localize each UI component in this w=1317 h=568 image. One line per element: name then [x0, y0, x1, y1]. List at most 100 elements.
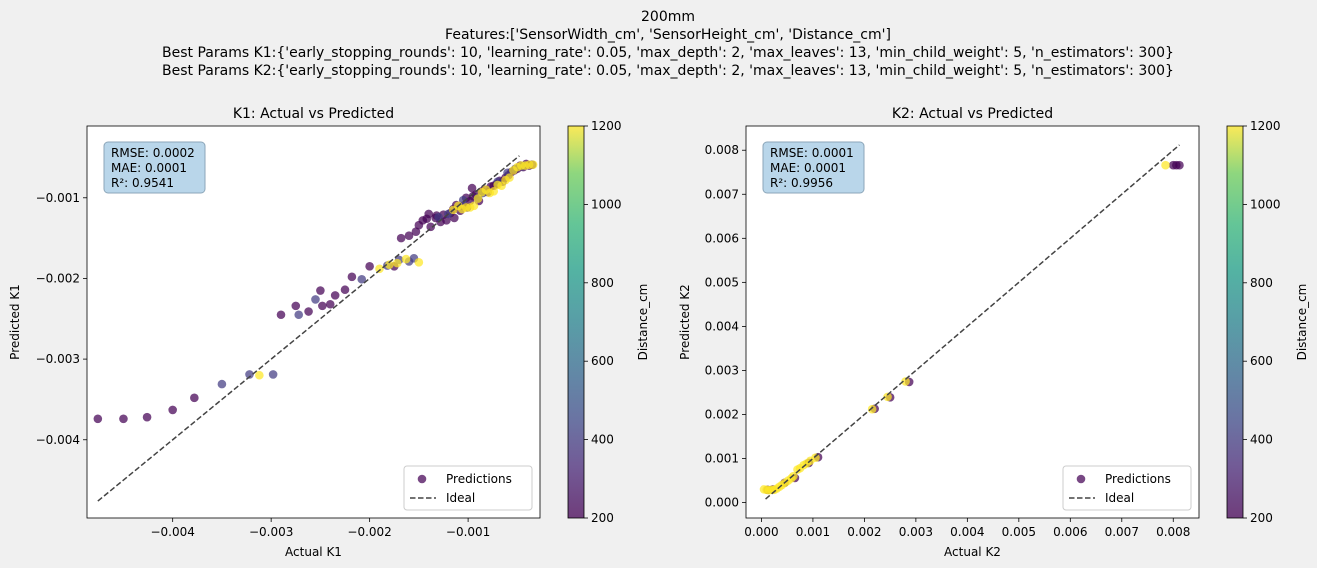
data-point — [401, 254, 411, 264]
y-tick-label: −0.004 — [36, 433, 80, 447]
y-tick-label: 0.000 — [705, 496, 739, 510]
chart-title: K2: Actual vs Predicted — [892, 106, 1053, 122]
stats-line: R²: 0.9541 — [111, 176, 174, 190]
data-point — [424, 209, 434, 219]
scatter-points — [93, 159, 538, 424]
data-point — [347, 272, 357, 282]
x-axis-label: Actual K1 — [285, 545, 342, 559]
data-point — [291, 301, 301, 311]
colorbar-tick-label: 1000 — [1250, 197, 1281, 211]
stats-line: RMSE: 0.0001 — [770, 146, 854, 160]
data-point — [793, 465, 802, 474]
suptitle-line-1: 200mm — [641, 9, 695, 25]
data-point — [489, 187, 499, 196]
colorbar-tick-label: 1200 — [591, 119, 622, 133]
data-point — [311, 295, 320, 304]
colorbar-tick-label: 400 — [1250, 433, 1273, 447]
data-point — [325, 299, 335, 309]
y-tick-label: 0.005 — [705, 275, 739, 289]
y-axis-label: Predicted K1 — [8, 284, 22, 360]
stats-line: MAE: 0.0001 — [770, 161, 846, 175]
y-tick-label: 0.007 — [705, 187, 739, 201]
y-tick-label: 0.004 — [705, 319, 739, 333]
colorbar-label: Distance_cm — [636, 284, 650, 361]
suptitle-line-2: Features:['SensorWidth_cm', 'SensorHeigh… — [445, 27, 891, 43]
data-point — [340, 285, 350, 295]
stats-line: R²: 0.9956 — [770, 176, 833, 190]
colorbar — [1227, 126, 1243, 518]
data-point — [867, 404, 877, 414]
data-point — [426, 222, 435, 232]
x-tick-label: 0.003 — [899, 525, 933, 539]
data-point — [357, 274, 367, 284]
x-tick-label: 0.002 — [847, 525, 881, 539]
data-point — [304, 307, 313, 316]
data-point — [901, 377, 910, 386]
x-tick-label: 0.008 — [1156, 525, 1190, 539]
data-point — [268, 370, 278, 379]
legend-label-predictions: Predictions — [1105, 472, 1171, 486]
stats-box — [762, 141, 865, 194]
x-tick-label: −0.001 — [446, 525, 490, 539]
stats-box — [103, 141, 206, 194]
axes-frame — [745, 125, 1200, 519]
colorbar — [568, 126, 584, 518]
data-point — [276, 310, 286, 320]
data-point — [467, 183, 477, 193]
data-point — [294, 310, 304, 320]
data-point — [93, 414, 103, 424]
x-tick-label: 0.007 — [1105, 525, 1139, 539]
data-point — [759, 485, 769, 494]
k2-panel: K2: Actual vs Predicted Actual K2 Predicte… — [678, 106, 1309, 559]
data-point — [392, 258, 402, 268]
data-point — [330, 291, 340, 300]
data-point — [473, 194, 483, 203]
data-point — [442, 216, 451, 225]
data-point — [316, 286, 325, 295]
data-point — [1175, 160, 1184, 170]
data-point — [883, 392, 892, 402]
data-point — [396, 233, 406, 243]
data-point — [318, 301, 327, 311]
stats-line: MAE: 0.0001 — [111, 161, 187, 175]
data-point — [469, 201, 479, 211]
suptitle-line-4: Best Params K2:{'early_stopping_rounds':… — [162, 63, 1174, 79]
colorbar-label: Distance_cm — [1295, 284, 1309, 361]
legend-label-ideal: Ideal — [1105, 491, 1134, 505]
data-point — [1168, 160, 1178, 170]
colorbar-tick-label: 800 — [591, 276, 614, 290]
stats-line: RMSE: 0.0002 — [111, 146, 195, 160]
y-tick-label: −0.002 — [36, 271, 80, 285]
colorbar-tick-label: 600 — [1250, 354, 1273, 368]
data-point — [458, 195, 468, 205]
legend-marker-predictions — [417, 474, 427, 484]
data-point — [414, 258, 424, 267]
legend-label-ideal: Ideal — [446, 491, 475, 505]
y-tick-label: 0.008 — [705, 143, 739, 157]
y-tick-label: 0.003 — [705, 363, 739, 377]
colorbar-tick-label: 1200 — [1250, 119, 1281, 133]
k1-panel: K1: Actual vs Predicted Actual K1 Predicte… — [8, 106, 650, 559]
x-tick-label: −0.003 — [249, 525, 293, 539]
x-tick-label: −0.002 — [347, 525, 391, 539]
colorbar-tick-label: 200 — [1250, 511, 1273, 525]
x-tick-label: 0.005 — [1002, 525, 1036, 539]
legend-box — [403, 465, 533, 511]
colorbar-tick-label: 800 — [1250, 276, 1273, 290]
y-axis-label: Predicted K2 — [678, 284, 692, 360]
colorbar-tick-label: 1000 — [591, 197, 622, 211]
data-point — [404, 231, 414, 240]
colorbar-frame — [1226, 125, 1244, 519]
data-point — [375, 264, 384, 274]
legend-marker-predictions — [1076, 474, 1086, 484]
y-tick-label: −0.003 — [36, 352, 80, 366]
data-point — [385, 260, 394, 270]
data-point — [505, 173, 514, 182]
legend-box — [1062, 465, 1192, 511]
data-point — [245, 370, 254, 379]
legend-label-predictions: Predictions — [446, 472, 512, 486]
suptitle: 200mm Features:['SensorWidth_cm', 'Senso… — [162, 9, 1174, 79]
data-point — [190, 393, 199, 403]
y-tick-label: −0.001 — [36, 191, 80, 205]
